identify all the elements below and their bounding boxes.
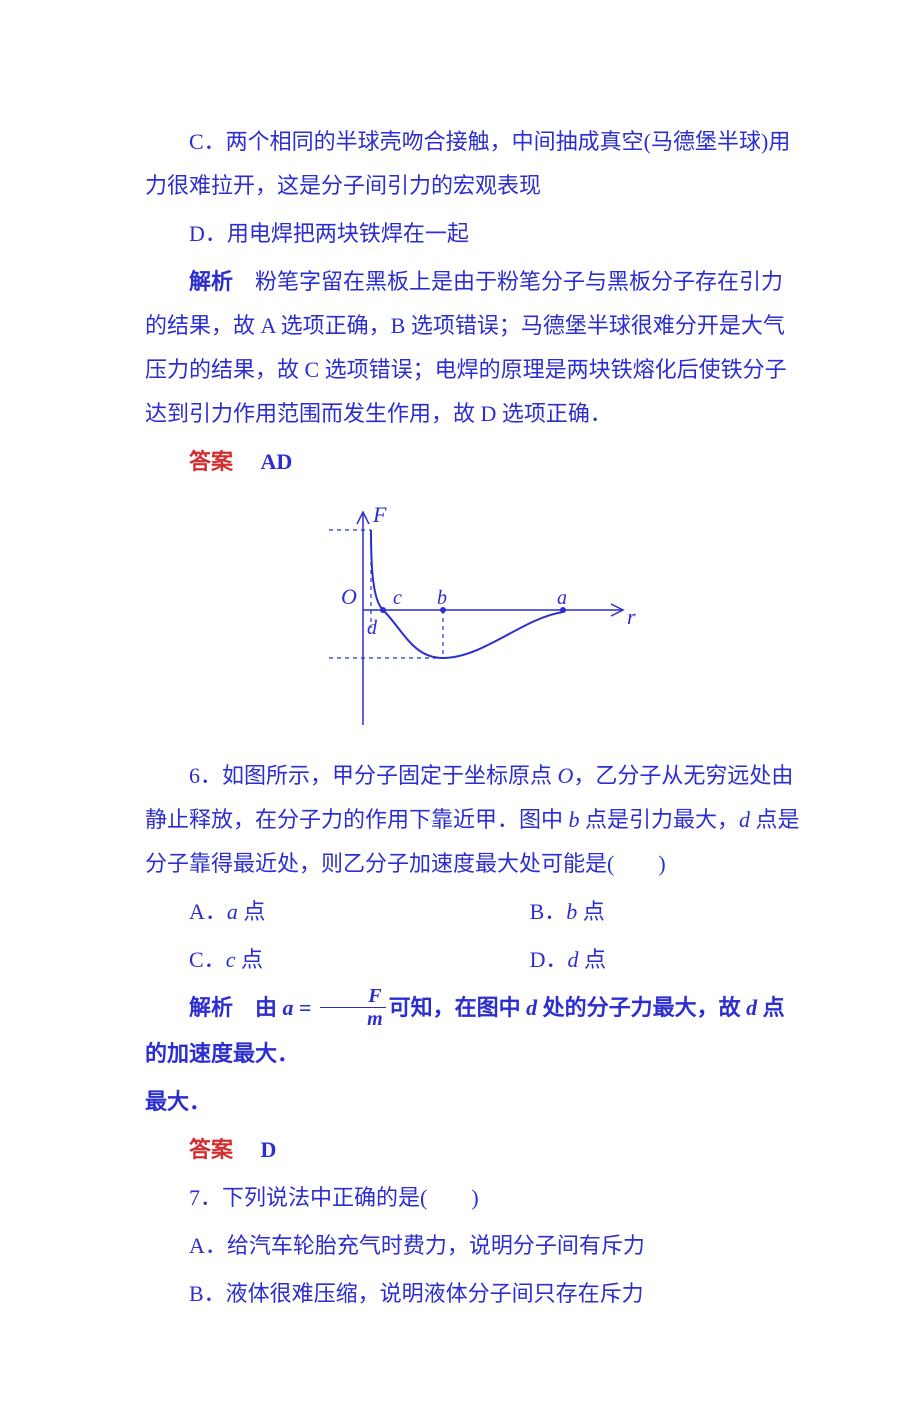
force-distance-graph: F r O c b a d: [303, 500, 643, 730]
q6-options-row1: A．a 点 B．b 点: [145, 890, 800, 934]
origin-label-O: O: [341, 584, 357, 609]
q6-answer: 答案 D: [145, 1128, 800, 1172]
q6-explanation-tail: 最大．: [145, 1080, 800, 1124]
q5-explanation-body: 粉笔字留在黑板上是由于粉笔分子与黑板分子存在引力的结果，故 A 选项正确，B 选…: [145, 269, 787, 426]
point-label-d: d: [367, 617, 378, 639]
q5-answer-value: AD: [239, 449, 293, 474]
point-label-b: b: [437, 587, 447, 609]
answer-label: 答案: [189, 1137, 233, 1162]
q6-option-c: C．c 点: [145, 938, 486, 982]
q5-option-d: D．用电焊把两块铁焊在一起: [145, 212, 800, 256]
figure-wrapper: F r O c b a d: [145, 500, 800, 730]
axis-label-r: r: [627, 604, 636, 629]
axis-label-F: F: [372, 502, 387, 527]
q6-option-d: D．d 点: [486, 938, 800, 982]
explain-label: 解析: [189, 269, 233, 294]
point-label-a: a: [557, 587, 567, 609]
page-container: C．两个相同的半球壳吻合接触，中间抽成真空(马德堡半球)用力很难拉开，这是分子间…: [0, 0, 920, 1420]
q7-option-b: B．液体很难压缩，说明液体分子间只存在斥力: [145, 1272, 800, 1316]
q5-option-c: C．两个相同的半球壳吻合接触，中间抽成真空(马德堡半球)用力很难拉开，这是分子间…: [145, 120, 800, 208]
q5-answer: 答案 AD: [145, 440, 800, 484]
explain-label: 解析: [189, 995, 233, 1020]
q6-explanation: 解析 由 a = Fm可知，在图中 d 处的分子力最大，故 d 点的加速度最大．: [145, 986, 800, 1076]
q6-stem: 6．如图所示，甲分子固定于坐标原点 O，乙分子从无穷远处由静止释放，在分子力的作…: [145, 754, 800, 886]
q6-option-a: A．a 点: [145, 890, 486, 934]
q5-explanation: 解析 粉笔字留在黑板上是由于粉笔分子与黑板分子存在引力的结果，故 A 选项正确，…: [145, 260, 800, 436]
point-label-c: c: [393, 587, 402, 609]
q7-option-a: A．给汽车轮胎充气时费力，说明分子间有斥力: [145, 1224, 800, 1268]
q6-options-row2: C．c 点 D．d 点: [145, 938, 800, 982]
fraction-F-over-m: Fm: [320, 985, 386, 1030]
q6-answer-value: D: [239, 1137, 277, 1162]
q7-stem: 7．下列说法中正确的是( ): [145, 1176, 800, 1220]
q6-option-b: B．b 点: [486, 890, 800, 934]
answer-label: 答案: [189, 449, 233, 474]
